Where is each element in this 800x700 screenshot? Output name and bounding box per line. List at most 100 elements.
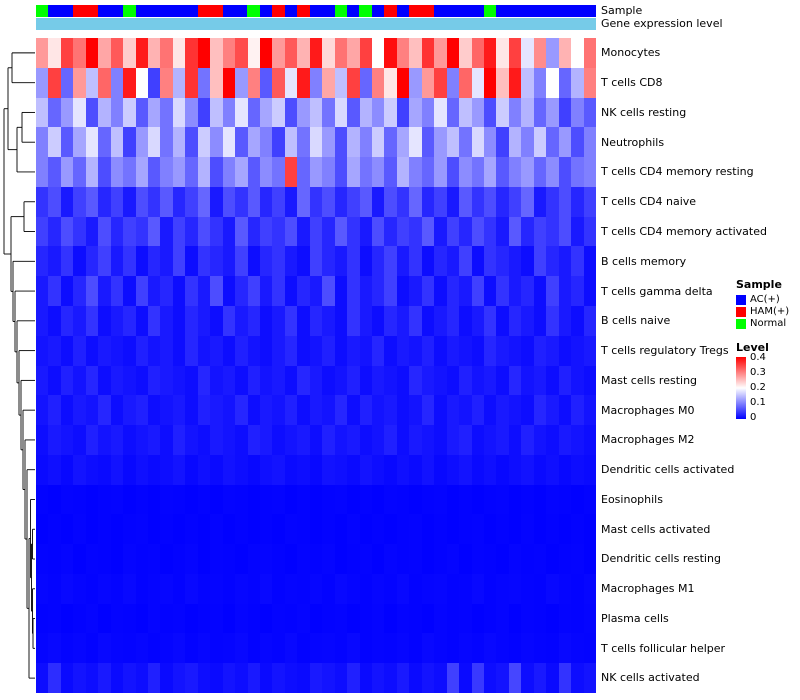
heatmap-cell [446, 127, 460, 158]
heatmap-cell [396, 157, 410, 187]
legend-sample-item: HAM(+) [736, 306, 800, 317]
heatmap-cell [434, 544, 447, 574]
heatmap-cell [135, 514, 148, 545]
heatmap-cell [322, 544, 335, 574]
heatmap-cell [372, 246, 385, 277]
heatmap-cell [260, 246, 273, 277]
heatmap-cell [247, 216, 260, 247]
heatmap-cell [36, 157, 49, 187]
heatmap-cell [409, 97, 422, 128]
sample-annotation-cell [521, 5, 534, 17]
heatmap-cell [309, 67, 323, 98]
heatmap-cell [110, 395, 124, 426]
heatmap-cell [73, 544, 86, 574]
heatmap-cell [123, 454, 136, 485]
heatmap-cell [172, 186, 186, 217]
heatmap-cell [384, 127, 397, 158]
heatmap-cell [235, 305, 248, 336]
row-label: T cells CD4 memory activated [601, 224, 767, 238]
heatmap-cell [222, 484, 236, 515]
heatmap-cell [533, 186, 547, 217]
heatmap-cell [521, 127, 534, 158]
heatmap-cell [347, 365, 360, 396]
heatmap-cell [334, 454, 348, 485]
heatmap-cell [284, 454, 298, 485]
heatmap-cell [235, 454, 248, 485]
heatmap-cell [446, 544, 460, 574]
row-label: Neutrophils [601, 135, 665, 149]
heatmap-cell [334, 157, 348, 187]
heatmap-cell [384, 335, 397, 366]
heatmap-cell [309, 97, 323, 128]
heatmap-cell [496, 157, 509, 187]
sample-annotation-cell [36, 5, 49, 17]
heatmap-cell [98, 186, 111, 217]
heatmap-cell [347, 544, 360, 574]
heatmap-cell [197, 603, 211, 634]
heatmap-cell [235, 67, 248, 98]
heatmap-cell [36, 186, 49, 217]
heatmap-cell [85, 67, 99, 98]
row-label: T cells gamma delta [601, 284, 713, 298]
heatmap-cell [434, 395, 447, 426]
heatmap-cell [172, 573, 186, 604]
heatmap-cell [571, 425, 584, 455]
heatmap-cell [459, 38, 472, 68]
heatmap-cell [434, 573, 447, 604]
heatmap-cell [60, 97, 74, 128]
heatmap-cell [533, 97, 547, 128]
heatmap-cell [409, 633, 422, 664]
heatmap-cell [508, 38, 522, 68]
heatmap-cell [409, 663, 422, 693]
heatmap-cell [73, 454, 86, 485]
heatmap-cell [521, 335, 534, 366]
heatmap-cell [272, 38, 285, 68]
heatmap-cell [185, 365, 198, 396]
sample-annotation-cell [483, 5, 497, 17]
heatmap-cell [123, 216, 136, 247]
heatmap-cell [496, 67, 509, 98]
heatmap-cell [222, 633, 236, 664]
heatmap-cell [434, 454, 447, 485]
legend-sample-item: Normal [736, 318, 800, 329]
heatmap-cell [571, 544, 584, 574]
heatmap-cell [533, 67, 547, 98]
row-label: T cells follicular helper [601, 641, 726, 655]
heatmap-cell [471, 335, 484, 366]
heatmap-cell [471, 603, 484, 634]
heatmap-cell [172, 127, 186, 158]
heatmap-cell [98, 276, 111, 306]
heatmap-cell [148, 454, 161, 485]
heatmap-cell [322, 514, 335, 545]
heatmap-cell [148, 484, 161, 515]
heatmap-cell [85, 633, 99, 664]
heatmap-cell [172, 38, 186, 68]
heatmap-cell [421, 514, 435, 545]
heatmap-cell [148, 246, 161, 277]
heatmap-cell [508, 186, 522, 217]
heatmap-cell [260, 633, 273, 664]
heatmap-cell [533, 484, 547, 515]
heatmap-cell [409, 38, 422, 68]
heatmap-cell [172, 216, 186, 247]
heatmap-cell [583, 67, 596, 98]
heatmap-cell [521, 544, 534, 574]
heatmap-cell [309, 633, 323, 664]
heatmap-cell [421, 276, 435, 306]
heatmap-cell [434, 246, 447, 277]
heatmap-cell [60, 425, 74, 455]
heatmap-cell [459, 514, 472, 545]
heatmap-cell [135, 305, 148, 336]
heatmap-cell [260, 276, 273, 306]
heatmap-cell [297, 633, 310, 664]
heatmap-cell [222, 305, 236, 336]
heatmap-cell [372, 157, 385, 187]
heatmap-cell [334, 186, 348, 217]
heatmap-cell [260, 484, 273, 515]
heatmap-cell [558, 454, 572, 485]
heatmap-cell [384, 573, 397, 604]
heatmap-cell [197, 157, 211, 187]
heatmap-cell [160, 305, 173, 336]
heatmap-cell [85, 573, 99, 604]
heatmap-cell [496, 573, 509, 604]
